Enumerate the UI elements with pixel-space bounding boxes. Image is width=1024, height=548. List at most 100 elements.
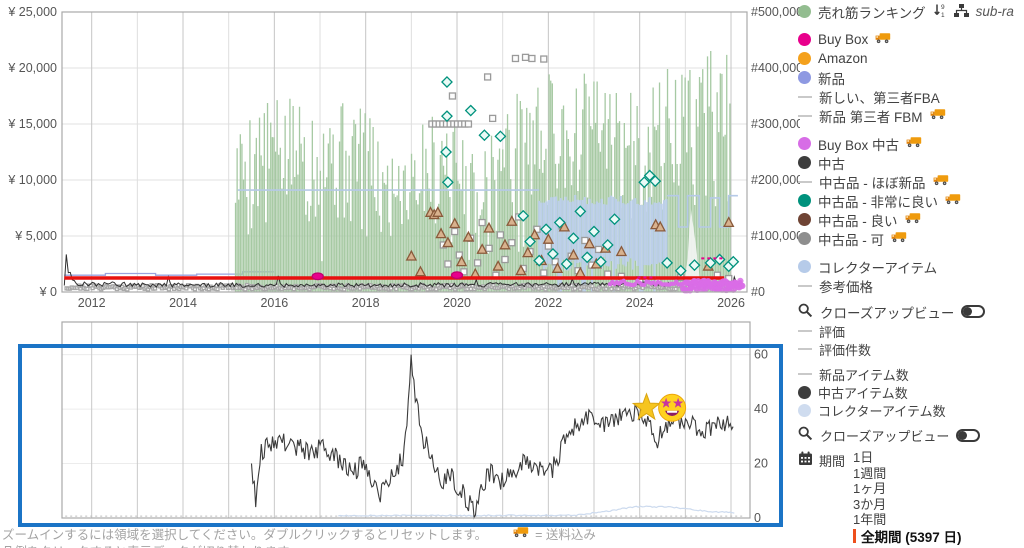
closeup-view-label: クローズアップビュー — [820, 305, 955, 321]
legend-item-rating[interactable]: 評価 — [798, 322, 1024, 340]
legend-item-label: 新品アイテム数 — [819, 367, 909, 383]
truck-icon — [945, 193, 961, 208]
magnifier-icon — [798, 426, 813, 444]
closeup-view-toggle-row[interactable]: クローズアップビュー — [798, 302, 1024, 321]
legend-item-label: 中古品 - 良い — [818, 213, 898, 229]
top-chart-axis-labels: ¥ 0 ¥ 5,000 ¥ 10,000 ¥ 15,000 ¥ 20,000 ¥ 25,0… — [7, 5, 800, 310]
svg-text:40: 40 — [754, 402, 768, 416]
price-history-chart[interactable]: ¥ 0 ¥ 5,000 ¥ 10,000 ¥ 15,000 ¥ 20,000 ¥ 25,0… — [0, 0, 800, 315]
series-color-dot — [798, 33, 811, 46]
series-color-dot — [798, 137, 811, 150]
svg-text:¥ 5,000: ¥ 5,000 — [14, 229, 57, 243]
period-selector: 期間 1日 1週間 1ヶ月 3か月 1年間 全期間 (5397 日) — [798, 450, 1024, 545]
magnifier-icon — [798, 303, 813, 321]
series-color-dot — [798, 156, 811, 169]
series-color-dot — [798, 213, 811, 226]
closeup-toggle-switch[interactable] — [961, 305, 986, 318]
svg-text:2022: 2022 — [534, 296, 562, 310]
period-option-3[interactable]: 1ヶ月 — [853, 481, 887, 496]
legend-item-label: 評価 — [819, 324, 846, 340]
legend-toggle-hint: 凡例をクリックすると表示データが切り替わります — [2, 541, 290, 548]
star-emoji — [631, 392, 662, 421]
period-option-4[interactable]: 3か月 — [853, 496, 887, 512]
svg-text:2020: 2020 — [443, 296, 471, 310]
legend-item-label: 評価件数 — [819, 342, 872, 358]
series-color-dot — [798, 260, 811, 273]
legend-item-label: 新品 — [818, 71, 845, 87]
legend-item-used-acceptable[interactable]: 中古品 - 可 — [798, 229, 1024, 248]
period-option-1[interactable]: 1日 — [853, 450, 874, 465]
period-option-2[interactable]: 1週間 — [853, 465, 887, 481]
closeup-toggle-switch[interactable] — [956, 428, 981, 442]
svg-text:1: 1 — [941, 12, 945, 18]
truck-icon — [875, 32, 891, 47]
legend-item-amazon[interactable]: Amazon — [798, 49, 1024, 68]
legend-item-used-very-good[interactable]: 中古品 - 非常に良い — [798, 191, 1024, 210]
svg-text:0: 0 — [754, 511, 761, 525]
svg-text:¥ 25,000: ¥ 25,000 — [7, 5, 57, 19]
sitemap-icon[interactable] — [953, 3, 969, 20]
svg-text:#100,000: #100,000 — [751, 229, 800, 243]
legend-item-label: Buy Box 中古 — [818, 137, 900, 153]
legend-item-collectible-item-count[interactable]: コレクターアイテム数 — [798, 401, 1024, 419]
legend-item-label: 売れ筋ランキング — [818, 5, 926, 21]
bottom-chart-grid — [62, 322, 750, 518]
count-chart-legend: 評価評価件数新品アイテム数 中古アイテム数 コレクターアイテム数 クローズアップビュー… — [798, 322, 1024, 545]
legend-item-buy-box[interactable]: Buy Box — [798, 30, 1024, 49]
svg-text:2012: 2012 — [78, 296, 106, 310]
svg-text:2018: 2018 — [352, 296, 380, 310]
shipping-included-note: = 送料込み — [535, 528, 596, 542]
count-history-chart[interactable]: 0 20 40 60 — [0, 315, 800, 548]
series-Buy Box — [311, 271, 464, 281]
truck-icon — [933, 174, 949, 189]
legend-item-used[interactable]: 中古 — [798, 153, 1024, 172]
series-color-dot — [798, 403, 811, 417]
legend-item-used-like-new[interactable]: 中古品 - ほぼ新品 — [798, 172, 1024, 191]
period-option-all[interactable]: 全期間 (5397 日) — [853, 528, 962, 545]
series-color-dot — [798, 52, 811, 65]
series-color-dot — [798, 232, 811, 245]
legend-item-label: Buy Box — [818, 32, 869, 47]
period-option-5[interactable]: 1年間 — [853, 512, 887, 527]
legend-item-used-item-count[interactable]: 中古アイテム数 — [798, 383, 1024, 401]
svg-text:¥ 15,000: ¥ 15,000 — [7, 117, 57, 131]
legend-item-buy-box-used[interactable]: Buy Box 中古 — [798, 134, 1024, 153]
legend-item-label: 中古 — [818, 156, 845, 172]
legend-item-used-good[interactable]: 中古品 - 良い — [798, 210, 1024, 229]
legend-item-collectible[interactable]: コレクターアイテム — [798, 257, 1024, 276]
series-白色エリア — [683, 208, 702, 292]
truck-icon — [905, 212, 921, 227]
series-color-dot — [798, 5, 811, 18]
closeup-view-toggle-row[interactable]: クローズアップビュー — [798, 426, 1024, 444]
truck-icon — [513, 526, 529, 541]
legend-item-rating-count[interactable]: 評価件数 — [798, 340, 1024, 358]
series-color-dot — [798, 385, 811, 399]
legend-item-new-item-count[interactable]: 新品アイテム数 — [798, 365, 1024, 383]
star-struck-emoji — [658, 393, 687, 422]
legend-item-sales-rank[interactable]: 売れ筋ランキング 9 1 sub-ra — [798, 2, 1024, 21]
series-中古品 - 非常に良い — [440, 76, 740, 277]
zoom-hint-text: ズームインするには領域を選択してください。ダブルクリックするとリセットします。 — [2, 528, 488, 542]
series-コレクターアイテム数 — [338, 505, 735, 517]
legend-item-label: 中古品 - ほぼ新品 — [819, 175, 926, 191]
legend-item-new-3rd-fbm[interactable]: 新品 第三者 FBM — [798, 106, 1024, 125]
svg-text:20: 20 — [754, 457, 768, 471]
bottom-chart-axis-labels: 0 20 40 60 — [754, 348, 768, 525]
sub-rank-label: sub-ra — [975, 4, 1014, 19]
series-color-dash — [798, 330, 812, 332]
series-color-dash — [798, 180, 812, 183]
series-color-dash — [798, 373, 812, 375]
legend-item-label: 中古品 - 可 — [818, 232, 884, 248]
legend-item-new[interactable]: 新品 — [798, 68, 1024, 87]
svg-text:#500,000: #500,000 — [751, 5, 800, 19]
legend-item-new-3rd-fba[interactable]: 新しい、第三者FBA — [798, 87, 1024, 106]
legend-item-label: 参考価格 — [819, 279, 873, 295]
svg-text:¥ 20,000: ¥ 20,000 — [7, 61, 57, 75]
series-color-dash — [798, 95, 812, 98]
legend-item-ref-price[interactable]: 参考価格 — [798, 276, 1024, 295]
legend-item-label: Amazon — [818, 51, 868, 66]
series-Buy Box 点線 — [637, 257, 725, 279]
calendar-icon — [798, 451, 813, 469]
